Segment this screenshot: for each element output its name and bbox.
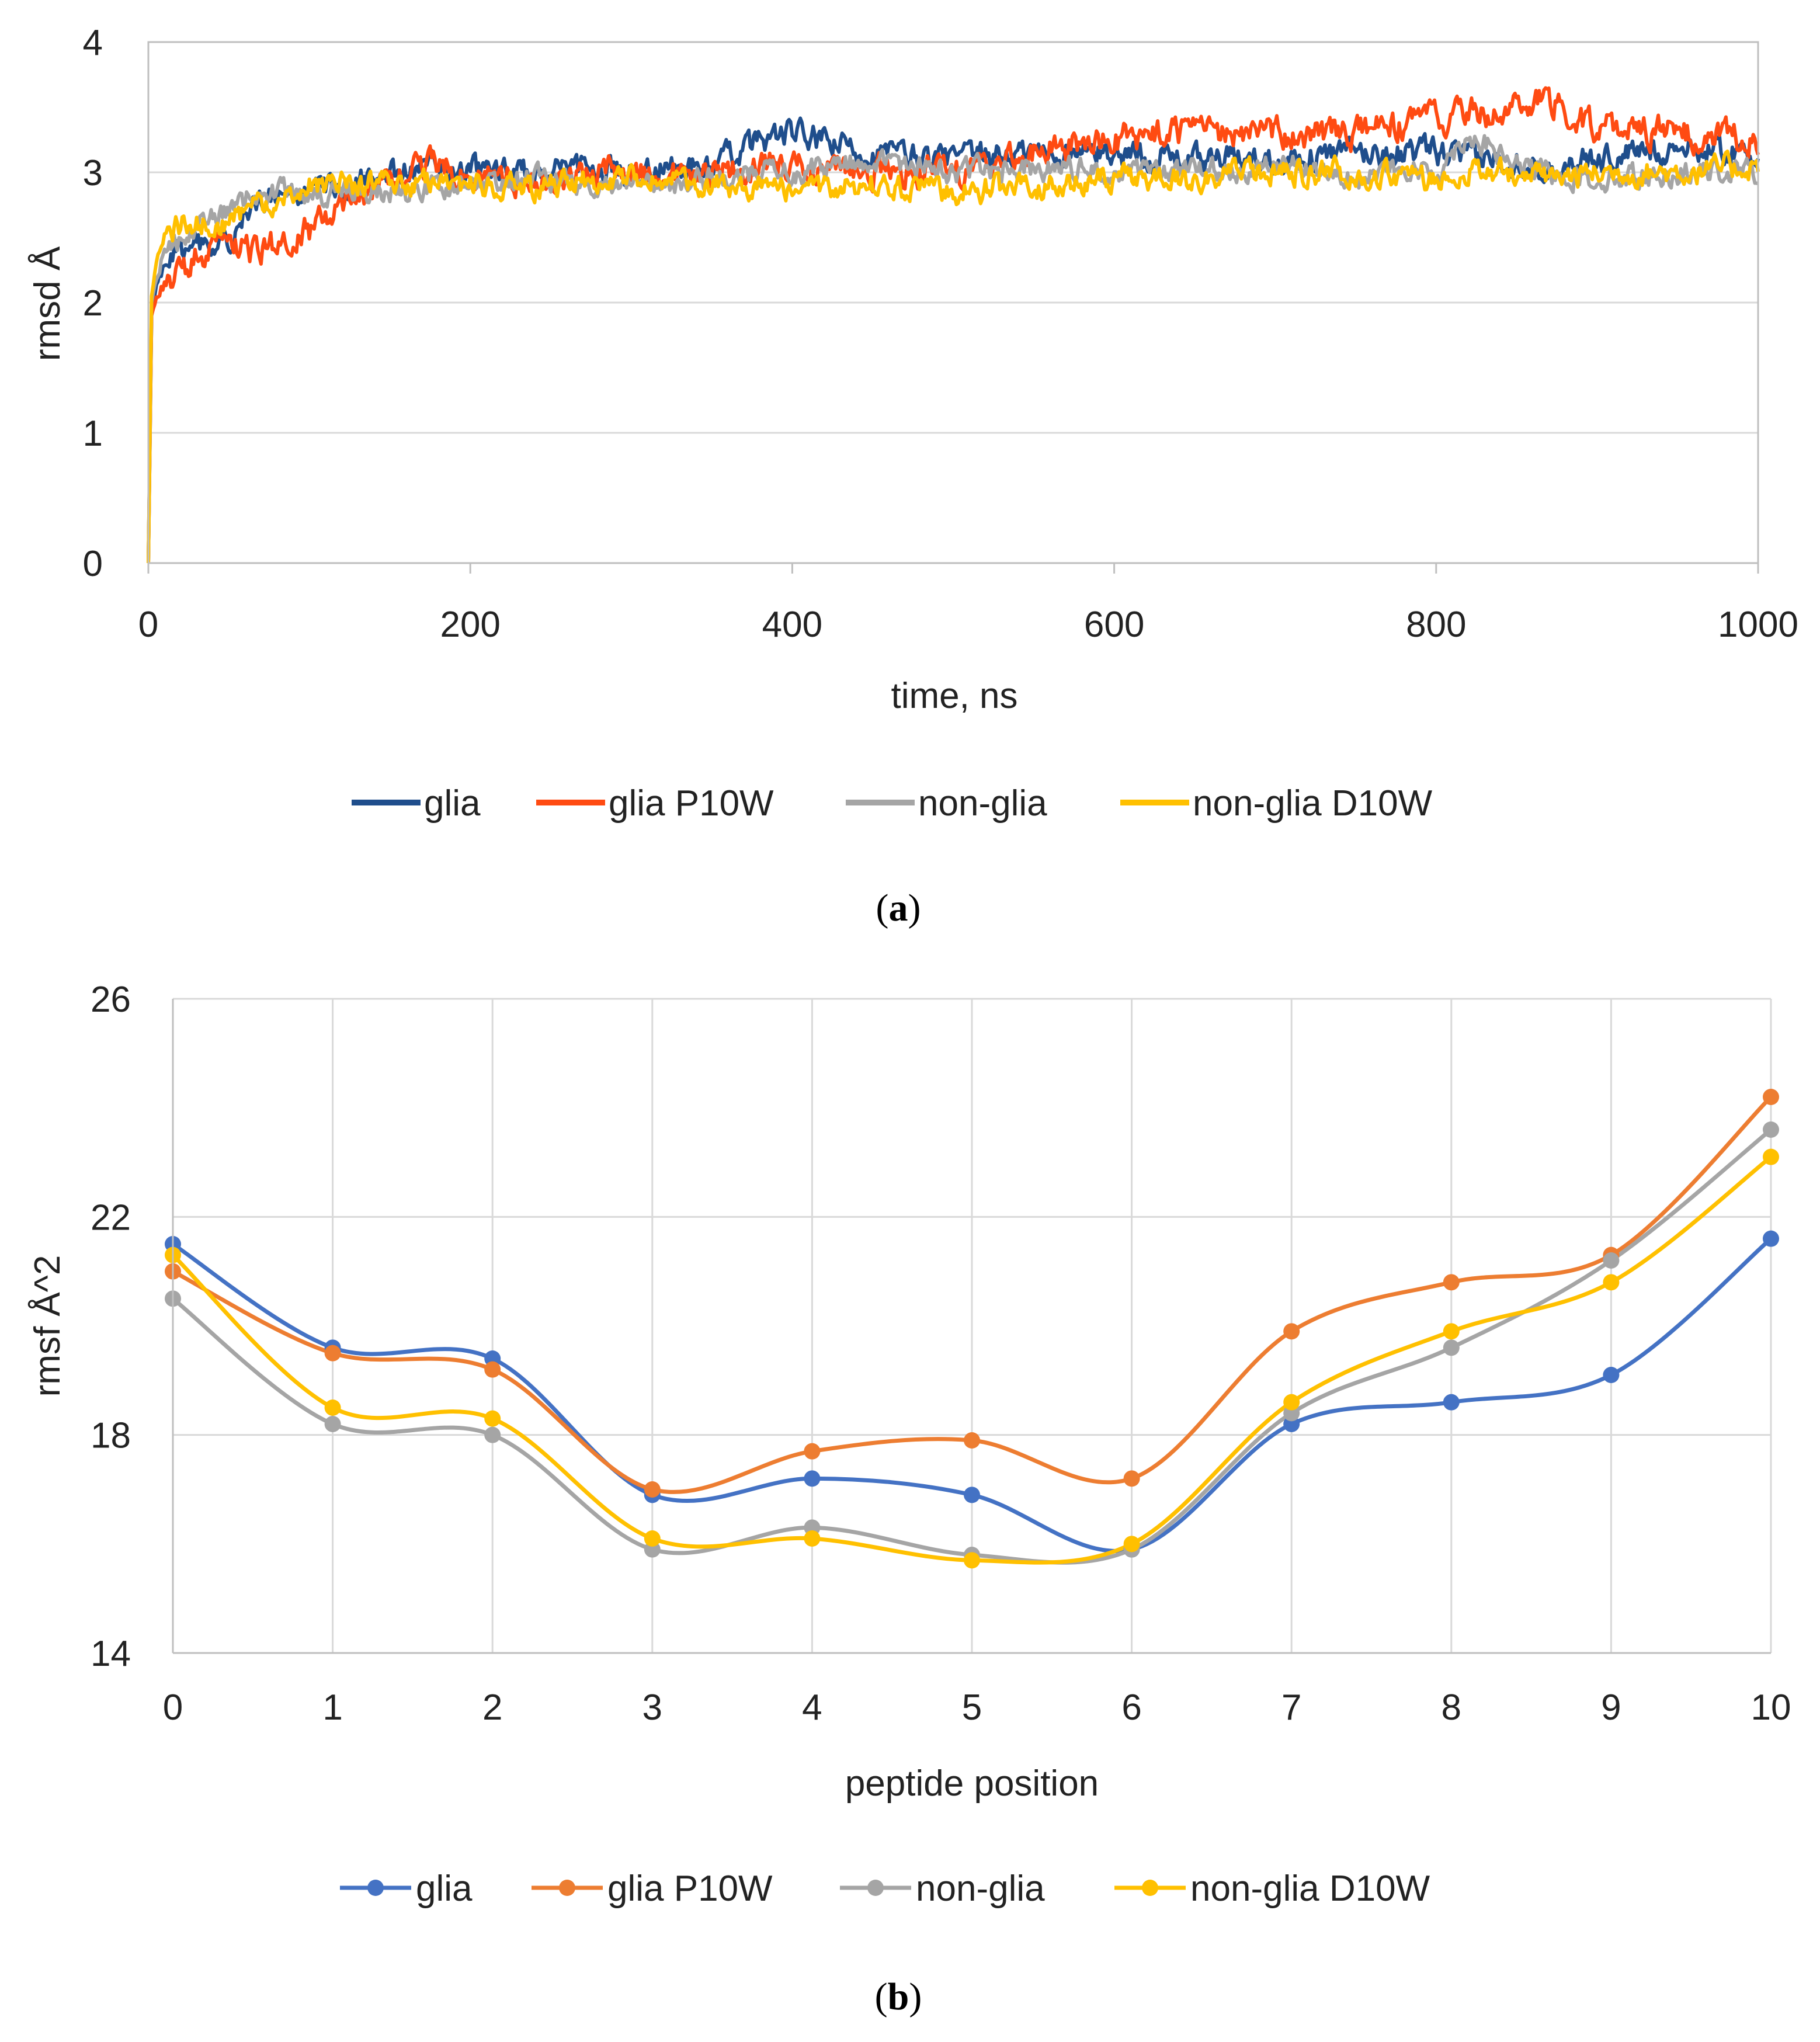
panel-a-tick-labels: 0 1 2 3 4 0 200 400 600 800 1000 xyxy=(83,23,1798,645)
panel-b-caption: (b) xyxy=(875,1975,922,2018)
panel-b-point-non-glia-2 xyxy=(484,1426,501,1443)
panel-b-x-tick-10: 10 xyxy=(1751,1687,1791,1728)
panel-a-x-tick-400: 400 xyxy=(762,605,822,645)
panel-b-point-glia-10 xyxy=(1763,1230,1779,1247)
panel-b-point-non-glia-d10w-1 xyxy=(324,1399,341,1416)
panel-a-legend: glia glia P10W non-glia non-glia D10W xyxy=(352,783,1433,824)
panel-b-caption-close: ) xyxy=(909,1975,922,2018)
panel-b-point-non-glia-d10w-3 xyxy=(644,1530,661,1547)
panel-b-y-tick-18: 18 xyxy=(91,1416,131,1456)
panel-b-caption-letter: b xyxy=(888,1975,909,2018)
panel-a-series-line-non-glia xyxy=(147,134,1759,564)
panel-b-point-non-glia-d10w-4 xyxy=(804,1530,821,1547)
panel-b-point-non-glia-10 xyxy=(1763,1121,1779,1138)
panel-b-rmsf-chart: 14 18 22 26 0 1 2 3 4 5 6 7 8 9 10 peptide position rm… xyxy=(27,980,1791,2018)
panel-b-x-tick-8: 8 xyxy=(1442,1687,1461,1728)
panel-b-axes xyxy=(172,999,1771,1654)
panel-a-x-tick-600: 600 xyxy=(1084,605,1144,645)
panel-a-legend-label-glia: glia xyxy=(424,783,481,824)
panel-a-y-tick-3: 3 xyxy=(83,153,103,193)
panel-b-x-tick-3: 3 xyxy=(642,1687,662,1728)
panel-b-legend: glia glia P10W non-glia non-glia D10W xyxy=(340,1869,1430,1909)
panel-b-tick-labels: 14 18 22 26 0 1 2 3 4 5 6 7 8 9 10 xyxy=(91,980,1791,1728)
panel-b-point-glia-4 xyxy=(804,1470,821,1487)
panel-b-point-glia-p10w-5 xyxy=(964,1432,980,1449)
panel-a-axes xyxy=(147,41,1759,574)
panel-b-legend-label-glia: glia xyxy=(416,1869,473,1909)
panel-b-point-non-glia-1 xyxy=(324,1416,341,1432)
panel-b-point-glia-p10w-1 xyxy=(324,1345,341,1362)
panel-b-point-glia-p10w-7 xyxy=(1283,1323,1300,1340)
panel-b-y-tick-22: 22 xyxy=(91,1197,131,1238)
panel-a-rmsd-chart: 0 1 2 3 4 0 200 400 600 800 1000 time, ns rmsd Å g… xyxy=(27,23,1798,929)
panel-a-x-tick-800: 800 xyxy=(1406,605,1466,645)
panel-b-point-glia-8 xyxy=(1443,1394,1460,1411)
panel-a-series-line-glia xyxy=(147,116,1760,564)
panel-b-point-glia-p10w-3 xyxy=(644,1481,661,1498)
panel-b-x-axis-title: peptide position xyxy=(845,1763,1099,1804)
panel-b-y-axis-title: rmsf Å^2 xyxy=(27,1255,68,1397)
panel-b-x-tick-6: 6 xyxy=(1121,1687,1141,1728)
panel-b-x-tick-9: 9 xyxy=(1601,1687,1621,1728)
panel-a-gridlines xyxy=(148,41,1758,434)
panel-b-legend-marker-non-glia-d10w xyxy=(1142,1880,1158,1896)
panel-b-point-non-glia-d10w-7 xyxy=(1283,1394,1300,1411)
panel-b-y-tick-14: 14 xyxy=(91,1634,131,1674)
panel-b-legend-label-non-glia-d10w: non-glia D10W xyxy=(1190,1869,1430,1909)
panel-a-caption: (a) xyxy=(876,887,921,929)
panel-a-x-tick-200: 200 xyxy=(440,605,500,645)
panel-a-y-tick-2: 2 xyxy=(83,283,103,324)
panel-b-point-glia-p10w-4 xyxy=(804,1443,821,1460)
panel-b-point-glia-5 xyxy=(964,1487,980,1503)
panel-b-legend-marker-glia-p10w xyxy=(559,1880,575,1896)
panel-a-x-tick-1000: 1000 xyxy=(1718,605,1798,645)
panel-b-x-tick-0: 0 xyxy=(163,1687,183,1728)
panel-a-x-tick-0: 0 xyxy=(138,605,158,645)
panel-b-x-tick-1: 1 xyxy=(322,1687,342,1728)
panel-a-y-tick-4: 4 xyxy=(83,23,103,63)
panel-b-point-non-glia-d10w-8 xyxy=(1443,1323,1460,1340)
panel-b-legend-label-non-glia: non-glia xyxy=(916,1869,1045,1909)
panel-b-point-non-glia-d10w-2 xyxy=(484,1410,501,1427)
panel-b-markers xyxy=(165,1089,1779,1569)
panel-a-legend-label-non-glia-d10w: non-glia D10W xyxy=(1193,783,1433,824)
panel-b-legend-label-glia-p10w: glia P10W xyxy=(607,1869,773,1909)
panel-b-point-glia-p10w-2 xyxy=(484,1361,501,1378)
panel-b-y-tick-26: 26 xyxy=(91,980,131,1020)
panel-b-point-non-glia-d10w-10 xyxy=(1763,1148,1779,1165)
panel-b-x-tick-4: 4 xyxy=(802,1687,822,1728)
panel-b-legend-marker-non-glia xyxy=(867,1880,884,1896)
panel-b-x-tick-7: 7 xyxy=(1281,1687,1301,1728)
panel-a-y-tick-1: 1 xyxy=(83,414,103,454)
panel-a-x-axis-title: time, ns xyxy=(891,676,1017,716)
panel-a-plot-frame xyxy=(147,41,1759,564)
panel-a-y-axis-title: rmsd Å xyxy=(27,246,68,361)
panel-b-point-non-glia-8 xyxy=(1443,1339,1460,1356)
panel-b-point-non-glia-d10w-6 xyxy=(1123,1536,1140,1553)
panel-a-caption-close: ) xyxy=(908,887,921,929)
panel-b-point-glia-p10w-6 xyxy=(1123,1470,1140,1487)
panel-b-point-glia-p10w-8 xyxy=(1443,1274,1460,1291)
panel-b-point-non-glia-d10w-9 xyxy=(1603,1274,1620,1291)
panel-a-series-line-non-glia-d10w xyxy=(147,150,1760,564)
panel-b-legend-marker-glia xyxy=(367,1880,384,1896)
panel-a-caption-letter: a xyxy=(889,887,908,929)
panel-a-legend-label-glia-p10w: glia P10W xyxy=(609,783,774,824)
panel-b-point-glia-p10w-10 xyxy=(1763,1089,1779,1105)
panel-b-x-tick-2: 2 xyxy=(482,1687,502,1728)
panel-a-legend-label-non-glia: non-glia xyxy=(918,783,1047,824)
panel-a-caption-open: ( xyxy=(876,887,889,929)
panel-b-x-tick-5: 5 xyxy=(962,1687,982,1728)
panel-b-caption-open: ( xyxy=(875,1975,888,2018)
panel-a-series-lines xyxy=(147,86,1760,564)
panel-b-point-glia-9 xyxy=(1603,1367,1620,1383)
panel-a-y-tick-0: 0 xyxy=(83,544,103,584)
panel-b-point-non-glia-d10w-5 xyxy=(964,1552,980,1569)
panel-b-point-non-glia-9 xyxy=(1603,1252,1620,1269)
